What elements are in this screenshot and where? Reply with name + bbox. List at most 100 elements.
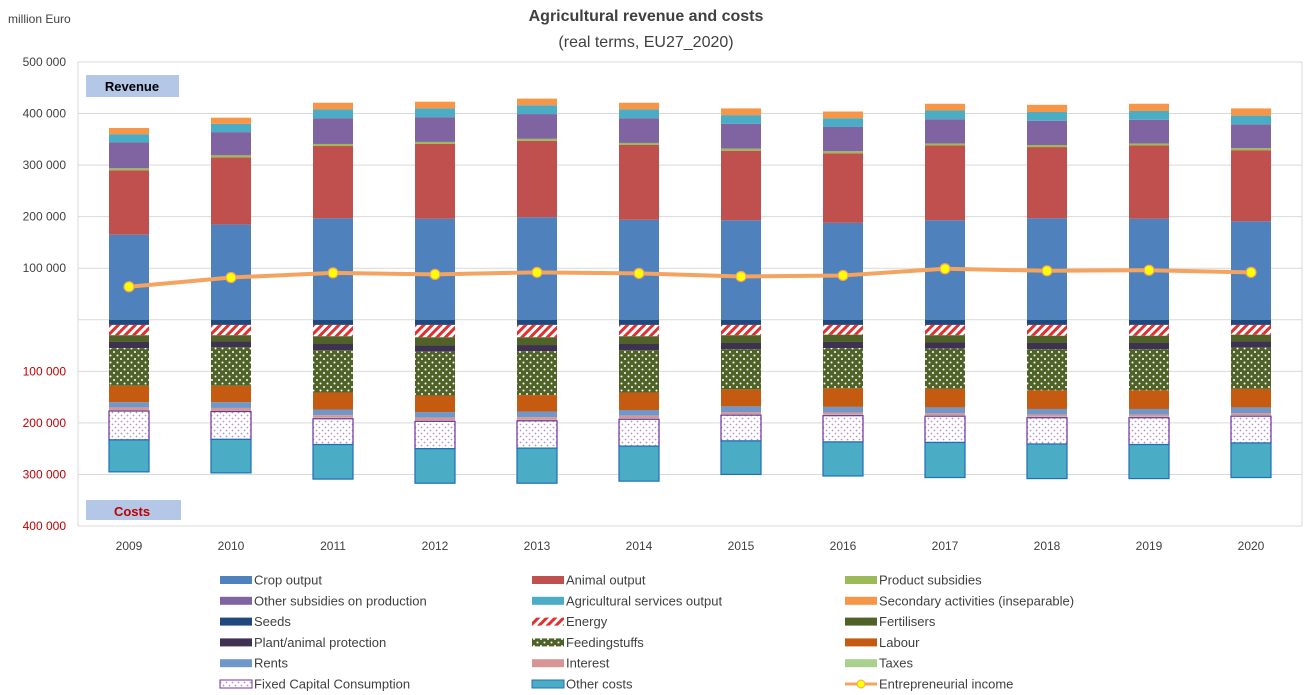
bar-segment-agricultural-services-output (925, 110, 965, 120)
bar-segment-other-costs (618, 445, 660, 482)
bar-segment-agricultural-services-output (619, 109, 659, 119)
bar-segment-other-costs (516, 447, 558, 484)
bar-segment-other-subsidies-on-production (517, 114, 557, 139)
bar-segment-other-subsidies-on-production (925, 119, 965, 144)
bar-segment-seeds (721, 319, 761, 325)
bar-segment-feedingstuffs (925, 348, 965, 389)
bar-segment-fertilisers (1027, 335, 1067, 343)
bar-segment-animal-output (415, 143, 455, 219)
income-point (735, 270, 747, 283)
bar-segment-agricultural-services-output (721, 115, 761, 124)
bar-segment-fixed-capital-consumption (924, 415, 966, 444)
revenue-label-box (86, 75, 179, 97)
income-point (939, 263, 951, 275)
bar-segment-fixed-capital-consumption (108, 410, 150, 441)
legend-label: Plant/animal protection (254, 635, 386, 650)
bar-segment-animal-output (1129, 145, 1169, 219)
bar-segment-feedingstuffs (415, 351, 455, 396)
legend-swatch (220, 576, 252, 584)
bar-segment-plant-animal-protection (415, 345, 455, 352)
bar-segment-seeds (1231, 319, 1271, 325)
x-tick-label: 2010 (218, 539, 245, 553)
legend-label: Product subsidies (879, 573, 982, 588)
bar-segment-interest (211, 407, 251, 411)
legend-swatch (845, 576, 877, 584)
bar-segment-secondary-activities-inseparable- (619, 102, 659, 110)
bar-segment-feedingstuffs (721, 349, 761, 390)
bar-segment-other-costs (720, 440, 762, 476)
bar-segment-interest (1231, 413, 1271, 416)
bar-segment-secondary-activities-inseparable- (313, 102, 353, 110)
x-tick-label: 2015 (728, 539, 755, 553)
bar-segment-product-subsidies (415, 141, 455, 144)
bar-segment-plant-animal-protection (721, 342, 761, 350)
bar-segment-fertilisers (1231, 334, 1271, 342)
bar-segment-seeds (517, 319, 557, 325)
stacked-bars (108, 98, 1272, 484)
bar-segment-fertilisers (313, 336, 353, 345)
legend-swatch (220, 659, 252, 668)
bar-segment-interest (415, 417, 455, 421)
bar-segment-seeds (313, 319, 353, 325)
bar-segment-plant-animal-protection (1027, 342, 1067, 350)
bar-segment-product-subsidies (1231, 148, 1271, 151)
income-point (327, 267, 339, 279)
legend-swatch (531, 679, 565, 689)
bar-segment-fertilisers (1129, 335, 1169, 343)
bar-segment-secondary-activities-inseparable- (415, 101, 455, 109)
bar-segment-energy (517, 324, 557, 338)
costs-label-box (86, 500, 181, 520)
bar-segment-labour (619, 392, 659, 410)
bar-segment-product-subsidies (1027, 145, 1067, 148)
income-line (123, 263, 1257, 293)
bar-segment-interest (1129, 414, 1169, 417)
x-tick-label: 2018 (1034, 539, 1061, 553)
bar-segment-product-subsidies (517, 138, 557, 141)
chart-title: Agricultural revenue and costs (529, 8, 764, 25)
bar-segment-other-costs (1128, 443, 1170, 480)
bar-segment-energy (1027, 324, 1067, 336)
y-tick-label: 200 000 (23, 416, 67, 430)
bar-segment-labour (517, 395, 557, 412)
unit-label: million Euro (8, 12, 71, 26)
x-tick-label: 2016 (830, 539, 857, 553)
legend-label: Other costs (566, 677, 633, 692)
legend-swatch (220, 617, 252, 626)
bar-segment-feedingstuffs (313, 350, 353, 393)
legend-swatch (532, 596, 564, 605)
legend-swatch (532, 617, 564, 626)
bar-segment-secondary-activities-inseparable- (1027, 104, 1067, 113)
gridlines (77, 61, 1303, 527)
bar-segment-animal-output (517, 140, 557, 218)
bar-segment-animal-output (1027, 147, 1067, 219)
legend-swatch (845, 596, 877, 605)
income-point (429, 268, 441, 281)
bar-segment-feedingstuffs (1027, 349, 1067, 391)
bar-segment-plant-animal-protection (823, 341, 863, 349)
bar-segment-interest (823, 412, 863, 415)
bar-segment-labour (1231, 388, 1271, 408)
bar-segment-plant-animal-protection (619, 344, 659, 351)
bar-segment-feedingstuffs (517, 351, 557, 396)
bar-segment-animal-output (925, 145, 965, 221)
bar-segment-other-costs (108, 439, 150, 473)
bar-segment-agricultural-services-output (1027, 112, 1067, 121)
y-tick-label: 500 000 (23, 55, 67, 69)
bar-segment-seeds (211, 319, 251, 325)
bar-segment-labour (109, 385, 149, 403)
bar-segment-labour (1129, 390, 1169, 409)
bar-segment-labour (721, 389, 761, 407)
x-tick-label: 2011 (320, 539, 346, 553)
bar-segment-other-subsidies-on-production (415, 117, 455, 142)
x-tick-label: 2014 (626, 539, 653, 553)
bar-segment-energy (1231, 324, 1271, 335)
bar-segment-other-costs (822, 441, 864, 477)
bar-segment-rents (211, 402, 251, 408)
income-point (633, 267, 645, 279)
bar-segment-other-costs (1026, 443, 1068, 480)
bar-segment-interest (619, 415, 659, 419)
legend-label: Fertilisers (879, 614, 936, 629)
bar-segment-energy (925, 324, 965, 336)
bar-segment-labour (415, 395, 455, 413)
